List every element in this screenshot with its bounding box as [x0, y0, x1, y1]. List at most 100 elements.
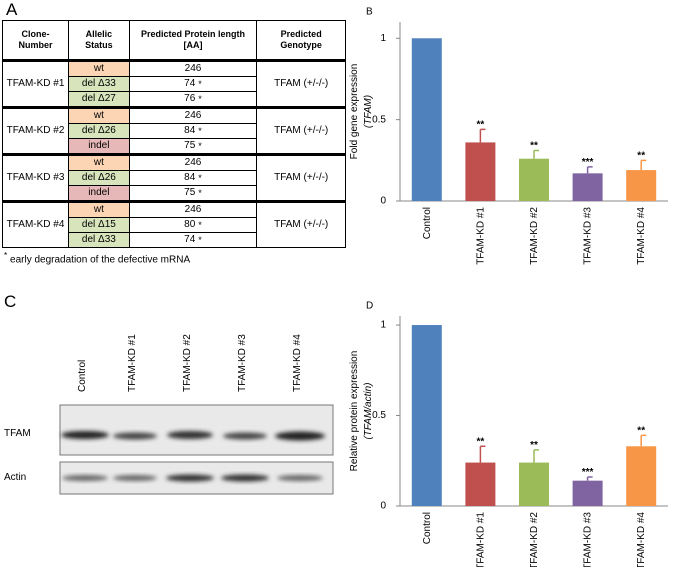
row-label: TFAM	[4, 428, 31, 439]
length-mark: *	[198, 173, 202, 183]
bar	[626, 446, 657, 506]
y-axis-label-sub: (TFAM/actin)	[363, 382, 374, 439]
panel-label: D	[366, 301, 373, 312]
table-row: TFAM-KD #1 wt 246 TFAM (+/-/-)	[1, 59, 346, 108]
panel-label: B	[366, 7, 373, 18]
clone-cell: TFAM-KD #1	[1, 59, 70, 108]
table-row: del Δ26 84 *	[3, 123, 346, 139]
x-tick-label: TFAM-KD #2	[529, 207, 540, 265]
length-mark: *	[198, 220, 202, 230]
panel-label: C	[4, 292, 17, 311]
y-tick-label: 1	[380, 33, 386, 44]
bar	[519, 462, 549, 506]
x-tick-label: Control	[422, 512, 433, 544]
length-cell: 74 *	[128, 232, 258, 248]
band	[113, 432, 157, 440]
status-cell: del Δ15	[68, 217, 130, 233]
status-cell: wt	[68, 153, 130, 171]
clone-cell: TFAM-KD #4	[1, 200, 70, 248]
x-tick-label: Control	[422, 207, 433, 239]
row-label: Actin	[4, 472, 26, 483]
error-bar	[533, 149, 539, 159]
x-tick-label: TFAM-KD #3	[583, 207, 594, 265]
x-tick-label: TFAM-KD #4	[636, 512, 647, 567]
table-row: del Δ27 76 *	[3, 91, 346, 108]
bar	[465, 462, 496, 506]
y-axis-label: Relative protein expression	[349, 351, 360, 472]
error-bar	[586, 166, 593, 174]
genotype-cell: TFAM (+/-/-)	[256, 106, 346, 155]
status-cell: del Δ26	[68, 123, 130, 139]
length-mark: *	[198, 126, 202, 136]
bar	[519, 158, 549, 201]
table-row: TFAM-KD #4 wt 246 TFAM (+/-/-)	[1, 200, 346, 248]
y-tick-label: 0.5	[372, 410, 386, 421]
footnote-text: early degradation of the defective mRNA	[10, 254, 191, 266]
band	[167, 431, 213, 439]
status-cell: wt	[68, 59, 130, 77]
error-bar	[640, 159, 647, 171]
bar	[572, 173, 603, 201]
significance: **	[477, 119, 485, 130]
significance: **	[530, 440, 538, 451]
x-tick-label: TFAM-KD #3	[583, 512, 594, 567]
error-bar	[586, 476, 593, 481]
table-row: del Δ33 74 *	[3, 76, 346, 92]
header-cell: Clone-Number	[1, 20, 70, 61]
y-axis-label: Fold gene expression	[349, 64, 360, 160]
header-cell: Allelic Status	[68, 20, 130, 61]
clone-cell: TFAM-KD #3	[1, 153, 70, 202]
band	[61, 431, 109, 439]
y-tick-label: 0	[380, 501, 386, 512]
panel-label: A	[6, 0, 18, 19]
length-mark: *	[198, 188, 202, 198]
lane-label: TFAM-KD #4	[292, 334, 303, 392]
significance: **	[477, 436, 485, 447]
band	[221, 474, 269, 482]
lane-label: TFAM-KD #3	[237, 334, 248, 392]
significance: **	[637, 425, 645, 436]
error-bar	[479, 445, 486, 463]
footnote: * early degradation of the defective mRN…	[4, 250, 190, 265]
y-tick-label: 0	[380, 196, 386, 207]
length-mark: *	[198, 235, 202, 245]
length-mark: *	[198, 94, 202, 104]
length: 75	[184, 187, 196, 198]
length: 80	[184, 219, 196, 230]
band	[275, 431, 325, 441]
significance: ***	[582, 467, 594, 478]
length: 246	[184, 204, 202, 215]
band	[223, 432, 267, 440]
table-row: del Δ15 80 *	[3, 217, 346, 233]
band	[277, 475, 323, 481]
length-mark: *	[198, 141, 202, 151]
length: 246	[184, 157, 202, 168]
band	[62, 475, 108, 481]
lane-label: TFAM-KD #1	[127, 334, 138, 392]
y-axis-label-sub: (TFAM)	[363, 95, 374, 128]
genotype-cell: TFAM (+/-/-)	[256, 59, 346, 108]
allele-table: Clone-Number Allelic Status Predicted Prot…	[1, 20, 346, 248]
length: 84	[184, 125, 196, 136]
status-cell: del Δ27	[68, 91, 130, 108]
footnote-mark: *	[4, 250, 8, 260]
length: 76	[184, 93, 196, 104]
x-tick-label: TFAM-KD #2	[529, 512, 540, 567]
error-bar	[479, 128, 486, 143]
table-row: TFAM-KD #3 wt 246 TFAM (+/-/-)	[1, 153, 346, 202]
band	[113, 475, 157, 481]
status-cell: del Δ26	[68, 170, 130, 186]
length: 246	[184, 110, 202, 121]
length: 74	[184, 78, 196, 89]
bar	[572, 480, 603, 506]
significance: ***	[582, 157, 594, 168]
error-bar	[640, 434, 647, 447]
status-cell: del Δ33	[68, 232, 130, 248]
bar	[626, 170, 657, 201]
x-tick-label: TFAM-KD #1	[475, 207, 486, 265]
bar	[411, 325, 442, 506]
bar	[411, 38, 442, 201]
blot-tfam	[59, 404, 334, 456]
table-row: del Δ26 84 *	[3, 170, 346, 186]
